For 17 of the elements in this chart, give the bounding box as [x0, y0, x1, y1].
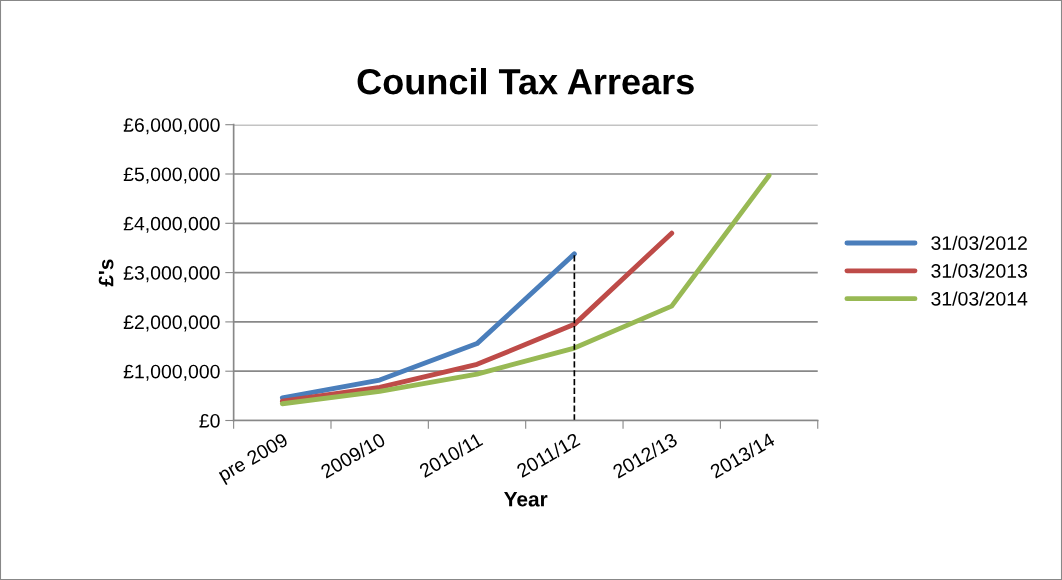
legend-label: 31/03/2013	[931, 263, 1027, 278]
y-tick-label: £4,000,000	[123, 216, 220, 233]
y-tick-label: £0	[199, 413, 220, 428]
x-axis-title: Year	[504, 492, 548, 507]
legend-label: 31/03/2014	[931, 291, 1028, 306]
legend-label: 31/03/2012	[931, 235, 1027, 250]
x-tick-label: pre 2009	[217, 432, 291, 486]
y-tick-label: £2,000,000	[123, 315, 220, 332]
chart-title: Council Tax Arrears	[357, 67, 694, 95]
y-tick-label: £5,000,000	[123, 167, 220, 184]
y-tick-label: £6,000,000	[123, 118, 220, 135]
line-series	[279, 173, 772, 407]
line-series	[279, 230, 675, 404]
y-axis-title: £'s	[98, 259, 114, 287]
y-tick-label: £1,000,000	[123, 364, 220, 381]
y-tick-label: £3,000,000	[123, 266, 220, 283]
line-series	[279, 251, 577, 401]
